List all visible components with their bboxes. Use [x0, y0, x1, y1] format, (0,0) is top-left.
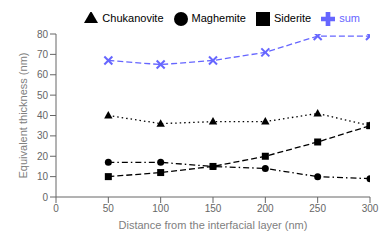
- svg-text:30: 30: [37, 130, 49, 141]
- svg-text:70: 70: [37, 49, 49, 60]
- svg-text:300: 300: [362, 203, 379, 214]
- svg-text:Distance from the interfacial: Distance from the interfacial layer (nm): [119, 219, 308, 231]
- html-text:Chukanovite: Chukanovite: [102, 12, 164, 24]
- svg-text:0: 0: [53, 203, 59, 214]
- svg-text:0: 0: [42, 192, 48, 203]
- svg-text:40: 40: [37, 110, 49, 121]
- html-text:sum: sum: [339, 12, 360, 24]
- svg-text:200: 200: [257, 203, 274, 214]
- svg-text:100: 100: [152, 203, 169, 214]
- svg-text:Equivalent thickness (nm): Equivalent thickness (nm): [17, 53, 29, 179]
- svg-text:10: 10: [37, 171, 49, 182]
- svg-text:80: 80: [37, 29, 49, 40]
- svg-text:250: 250: [309, 203, 326, 214]
- svg-text:60: 60: [37, 69, 49, 80]
- html-text:Maghemite: Maghemite: [191, 12, 246, 24]
- html-text:Siderite: Siderite: [273, 12, 312, 24]
- svg-text:150: 150: [205, 203, 222, 214]
- svg-text:20: 20: [37, 151, 49, 162]
- svg-text:50: 50: [37, 90, 49, 101]
- svg-text:50: 50: [103, 203, 115, 214]
